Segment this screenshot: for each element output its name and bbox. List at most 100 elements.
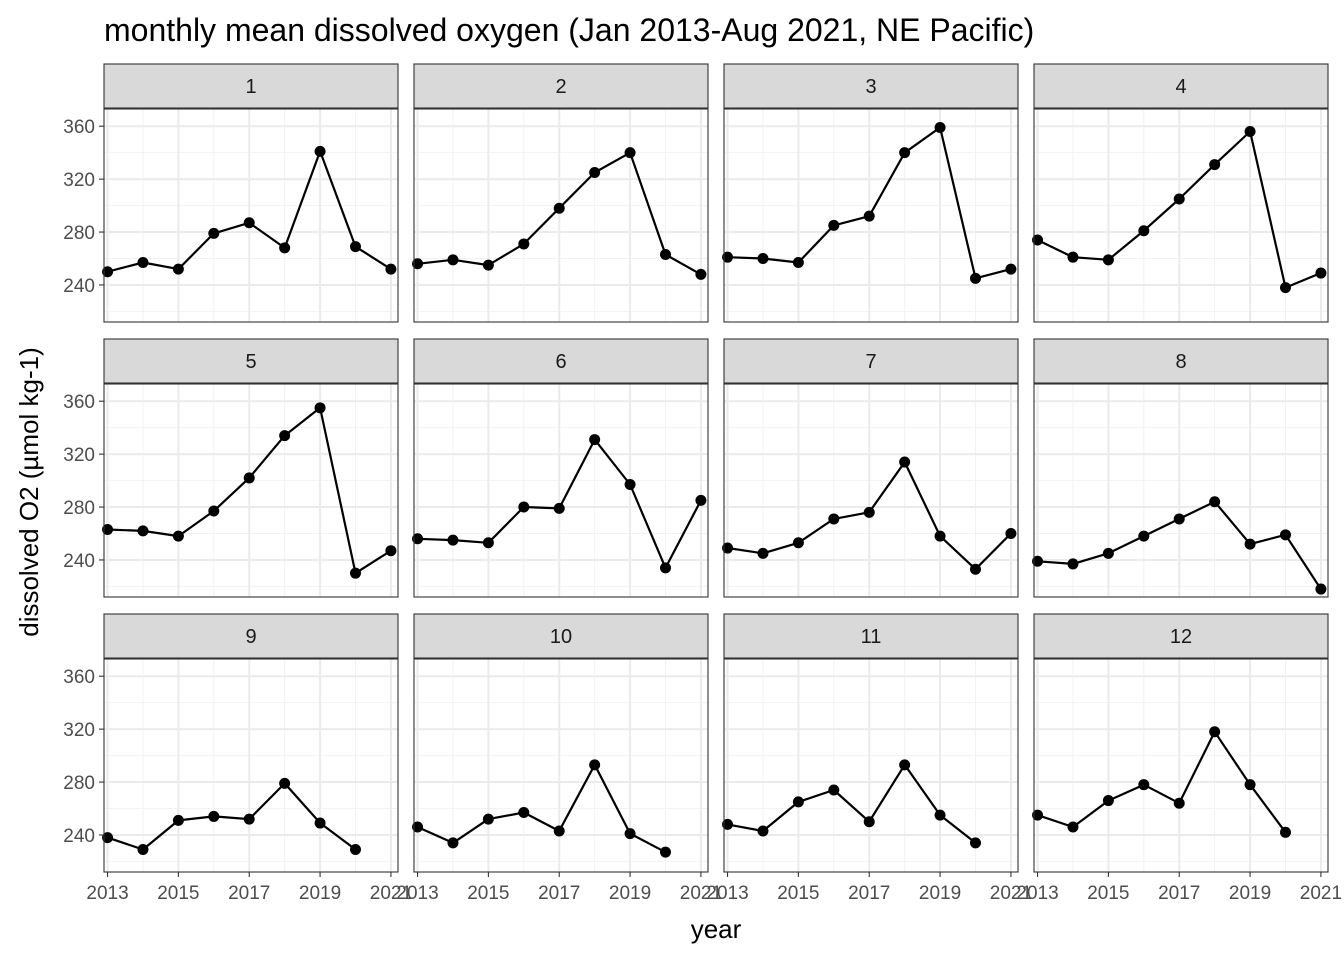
- facet-panels: 1 240 280 320 360 2 3 4 5 240 280 320 360 6 7 8 9 240 280 3…: [63, 63, 1342, 904]
- x-tick-label: 2021: [680, 883, 722, 904]
- data-point: [208, 227, 220, 239]
- facet-strip: [413, 63, 709, 109]
- data-point: [279, 242, 291, 254]
- data-point: [412, 533, 424, 545]
- data-point: [792, 796, 804, 808]
- x-tick-label: 2019: [1229, 883, 1271, 904]
- data-point: [1279, 529, 1291, 541]
- panel-border: [413, 383, 709, 598]
- facet-panel-4: 4: [1032, 63, 1329, 323]
- y-tick-label: 320: [63, 170, 95, 191]
- panel-border: [723, 383, 1019, 598]
- data-point: [1173, 513, 1185, 525]
- data-point: [553, 825, 565, 837]
- panel-border: [103, 383, 399, 598]
- data-point: [1102, 254, 1114, 266]
- facet-strip: [413, 613, 709, 659]
- facet-strip: [1033, 63, 1329, 109]
- data-point: [899, 147, 911, 159]
- x-tick-label: 2015: [157, 883, 199, 904]
- facet-panel-3: 3: [722, 63, 1019, 323]
- facet-panel-6: 6: [412, 338, 709, 598]
- facet-strip: [723, 613, 1019, 659]
- data-point: [243, 813, 255, 825]
- panel-border: [413, 658, 709, 873]
- facet-strip-label: 12: [1170, 626, 1192, 648]
- x-tick-label: 2013: [1016, 883, 1058, 904]
- data-point: [518, 238, 530, 250]
- data-point: [1067, 821, 1079, 833]
- facet-strip-label: 7: [865, 351, 876, 373]
- y-tick-label: 360: [63, 667, 95, 688]
- x-axis-title: year: [691, 914, 742, 944]
- data-point: [969, 837, 981, 849]
- data-point: [1005, 527, 1017, 539]
- series-line: [107, 782, 357, 851]
- panel-background: [104, 659, 398, 872]
- data-point: [624, 147, 636, 159]
- data-point: [1032, 809, 1044, 821]
- data-point: [1244, 538, 1256, 550]
- data-point: [1032, 234, 1044, 246]
- data-point: [1279, 826, 1291, 838]
- data-point: [828, 784, 840, 796]
- facet-panel-2: 2: [412, 63, 709, 323]
- data-point: [624, 479, 636, 491]
- data-point: [792, 537, 804, 549]
- y-tick-label: 240: [63, 276, 95, 297]
- data-point: [172, 263, 184, 275]
- data-point: [757, 825, 769, 837]
- data-point: [137, 525, 149, 537]
- data-point: [314, 145, 326, 157]
- data-point: [482, 259, 494, 271]
- data-point: [349, 241, 361, 253]
- x-tick-label: 2021: [990, 883, 1032, 904]
- facet-strip-label: 9: [245, 626, 256, 648]
- data-point: [969, 563, 981, 575]
- data-point: [385, 263, 397, 275]
- facet-strip-label: 11: [861, 626, 882, 648]
- facet-strip: [1033, 338, 1329, 384]
- data-point: [695, 494, 707, 506]
- data-point: [1102, 547, 1114, 559]
- data-point: [518, 501, 530, 513]
- data-point: [1138, 530, 1150, 542]
- data-point: [1315, 583, 1327, 595]
- chart-title: monthly mean dissolved oxygen (Jan 2013-…: [104, 12, 1034, 48]
- panel-background: [414, 109, 708, 322]
- panel-border: [1033, 383, 1329, 598]
- data-point: [172, 530, 184, 542]
- data-point: [1102, 795, 1114, 807]
- data-point: [589, 167, 601, 179]
- panel-border: [103, 658, 399, 873]
- data-point: [553, 502, 565, 514]
- facet-panel-9: 9 240 280 320 360 2013 2015 2017 2019 2021: [63, 613, 412, 904]
- facet-strip-label: 5: [245, 351, 256, 373]
- panel-border: [723, 658, 1019, 873]
- data-point: [447, 534, 459, 546]
- data-point: [349, 567, 361, 579]
- panel-background: [724, 384, 1018, 597]
- data-point: [722, 818, 734, 830]
- data-point: [447, 837, 459, 849]
- data-point: [659, 846, 671, 858]
- facet-strip: [103, 338, 399, 384]
- data-point: [102, 266, 114, 278]
- data-point: [1244, 125, 1256, 137]
- x-tick-label: 2013: [706, 883, 748, 904]
- y-tick-label: 360: [63, 117, 95, 138]
- y-tick-label: 240: [63, 826, 95, 847]
- data-point: [1005, 263, 1017, 275]
- data-point: [1138, 779, 1150, 791]
- data-point: [863, 210, 875, 222]
- facet-strip-label: 2: [555, 76, 566, 98]
- data-point: [899, 759, 911, 771]
- panel-background: [104, 384, 398, 597]
- data-point: [757, 252, 769, 264]
- x-tick-label: 2021: [1300, 883, 1342, 904]
- x-tick-label: 2015: [777, 883, 819, 904]
- x-tick-label: 2015: [467, 883, 509, 904]
- facet-strip-label: 1: [245, 76, 256, 98]
- data-point: [757, 547, 769, 559]
